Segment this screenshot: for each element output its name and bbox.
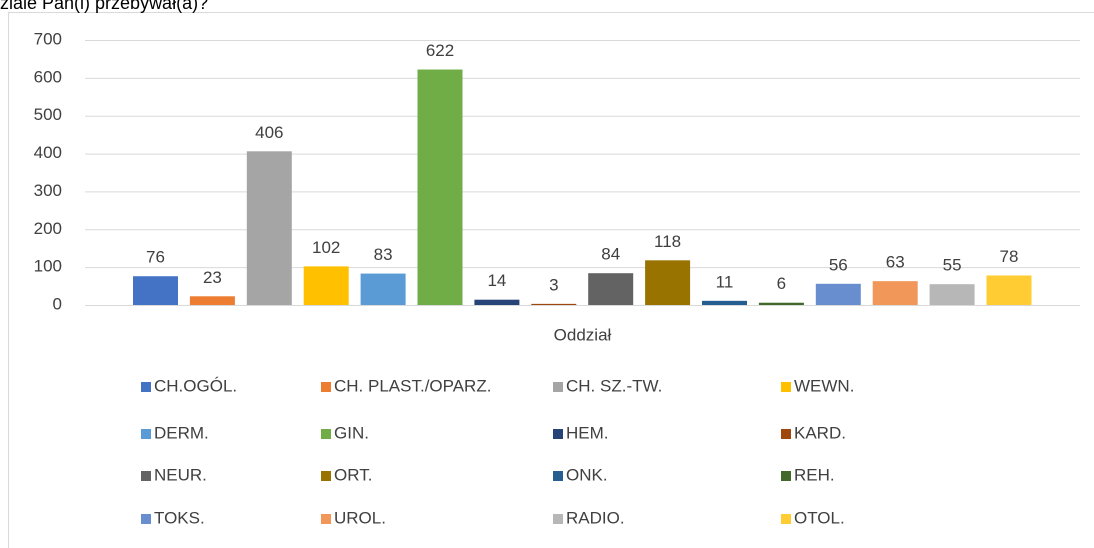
data-label: 23 bbox=[203, 268, 222, 287]
y-tick-label: 600 bbox=[34, 67, 62, 86]
legend-swatch bbox=[141, 429, 151, 439]
legend-swatch bbox=[141, 382, 151, 392]
legend-label: ONK. bbox=[566, 465, 608, 484]
legend-swatch bbox=[321, 382, 331, 392]
title-bg bbox=[0, 0, 440, 12]
legend-label: UROL. bbox=[334, 508, 386, 527]
bar bbox=[531, 303, 577, 305]
data-label: 56 bbox=[829, 255, 848, 274]
data-label: 55 bbox=[943, 256, 962, 275]
legend-label: REH. bbox=[794, 465, 835, 484]
legend-swatch bbox=[781, 382, 791, 392]
bar bbox=[872, 281, 918, 305]
legend-swatch bbox=[553, 429, 563, 439]
data-label: 406 bbox=[255, 123, 283, 142]
bar bbox=[986, 275, 1032, 305]
chart-title: ziale Pan(i) przebywał(a)? bbox=[0, 0, 208, 13]
y-tick-label: 200 bbox=[34, 219, 62, 238]
data-label: 102 bbox=[312, 238, 340, 257]
bar bbox=[588, 273, 634, 305]
data-label: 83 bbox=[374, 245, 393, 264]
legend-label: RADIO. bbox=[566, 508, 625, 527]
y-tick-label: 0 bbox=[53, 294, 62, 313]
y-tick-label: 700 bbox=[34, 29, 62, 48]
x-tick-label: Oddział bbox=[554, 325, 612, 344]
data-label: 3 bbox=[549, 275, 558, 294]
legend-swatch bbox=[141, 471, 151, 481]
legend-label: CH. SZ.-TW. bbox=[566, 376, 662, 395]
data-label: 14 bbox=[487, 271, 506, 290]
legend-label: OTOL. bbox=[794, 508, 845, 527]
y-tick-label: 400 bbox=[34, 143, 62, 162]
legend-label: CH.OGÓL. bbox=[154, 376, 237, 395]
data-label: 76 bbox=[146, 248, 165, 267]
bar bbox=[758, 302, 804, 305]
bar bbox=[645, 260, 691, 305]
legend-label: CH. PLAST./OPARZ. bbox=[334, 376, 491, 395]
chart-border bbox=[8, 12, 1094, 548]
data-label: 84 bbox=[601, 245, 620, 264]
legend-label: DERM. bbox=[154, 423, 209, 442]
legend-label: GIN. bbox=[334, 423, 369, 442]
data-label: 63 bbox=[886, 253, 905, 272]
bar bbox=[815, 283, 861, 305]
data-label: 6 bbox=[777, 274, 786, 293]
legend-swatch bbox=[321, 471, 331, 481]
legend-label: TOKS. bbox=[154, 508, 205, 527]
legend-swatch bbox=[553, 471, 563, 481]
legend-label: ORT. bbox=[334, 465, 372, 484]
legend-swatch bbox=[321, 429, 331, 439]
y-tick-label: 300 bbox=[34, 181, 62, 200]
bar bbox=[189, 296, 235, 305]
data-label: 11 bbox=[716, 272, 734, 291]
legend-swatch bbox=[553, 382, 563, 392]
data-label: 78 bbox=[1000, 247, 1019, 266]
y-tick-label: 100 bbox=[34, 257, 62, 276]
y-tick-label: 500 bbox=[34, 105, 62, 124]
legend-label: WEWN. bbox=[794, 376, 854, 395]
legend-swatch bbox=[141, 514, 151, 524]
legend-label: HEM. bbox=[566, 423, 609, 442]
data-label: 118 bbox=[654, 232, 681, 251]
legend-swatch bbox=[781, 514, 791, 524]
legend-swatch bbox=[553, 514, 563, 524]
bar bbox=[474, 299, 520, 305]
bar bbox=[417, 69, 463, 306]
bar bbox=[929, 284, 975, 305]
data-label: 622 bbox=[426, 41, 454, 60]
legend-label: KARD. bbox=[794, 423, 846, 442]
bar bbox=[303, 266, 349, 305]
legend-swatch bbox=[781, 471, 791, 481]
legend-label: NEUR. bbox=[154, 465, 207, 484]
bar bbox=[702, 300, 747, 305]
bar bbox=[133, 276, 178, 305]
legend-swatch bbox=[781, 429, 791, 439]
bar bbox=[246, 151, 292, 305]
bar bbox=[360, 273, 406, 305]
legend-swatch bbox=[321, 514, 331, 524]
